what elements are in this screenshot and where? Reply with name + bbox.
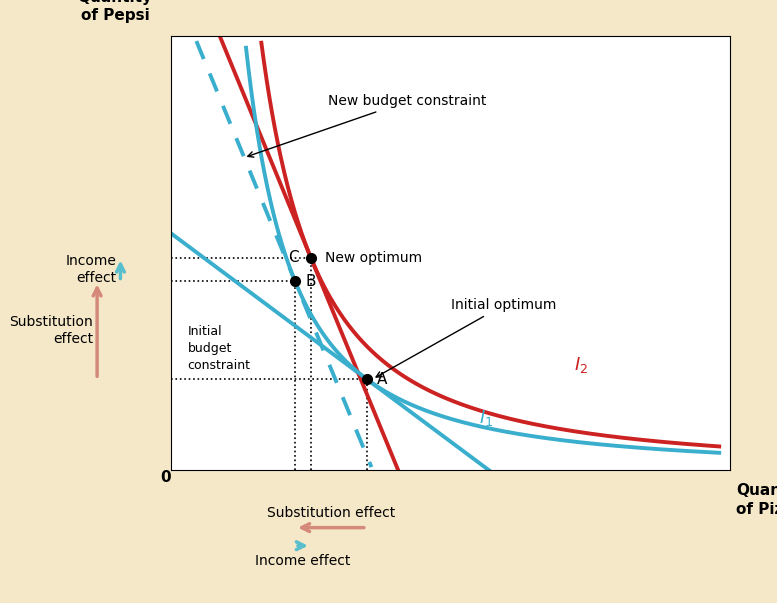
- Text: Substitution effect: Substitution effect: [267, 507, 395, 520]
- Text: C: C: [288, 250, 299, 265]
- Text: 0: 0: [160, 470, 171, 485]
- Text: B: B: [305, 274, 315, 289]
- Text: Initial
budget
constraint: Initial budget constraint: [188, 325, 251, 372]
- Text: Quantity
of Pepsi: Quantity of Pepsi: [78, 0, 152, 23]
- Text: $I_1$: $I_1$: [479, 408, 493, 428]
- Text: Quantity
of Pizza: Quantity of Pizza: [736, 484, 777, 517]
- Text: Income effect: Income effect: [256, 554, 350, 567]
- Text: New budget constraint: New budget constraint: [248, 94, 486, 157]
- Text: Income
effect: Income effect: [66, 254, 117, 285]
- Text: A: A: [377, 371, 387, 387]
- Text: New optimum: New optimum: [325, 251, 422, 265]
- Text: Substitution
effect: Substitution effect: [9, 315, 93, 346]
- Text: $I_2$: $I_2$: [573, 356, 587, 376]
- Text: Initial optimum: Initial optimum: [376, 298, 556, 377]
